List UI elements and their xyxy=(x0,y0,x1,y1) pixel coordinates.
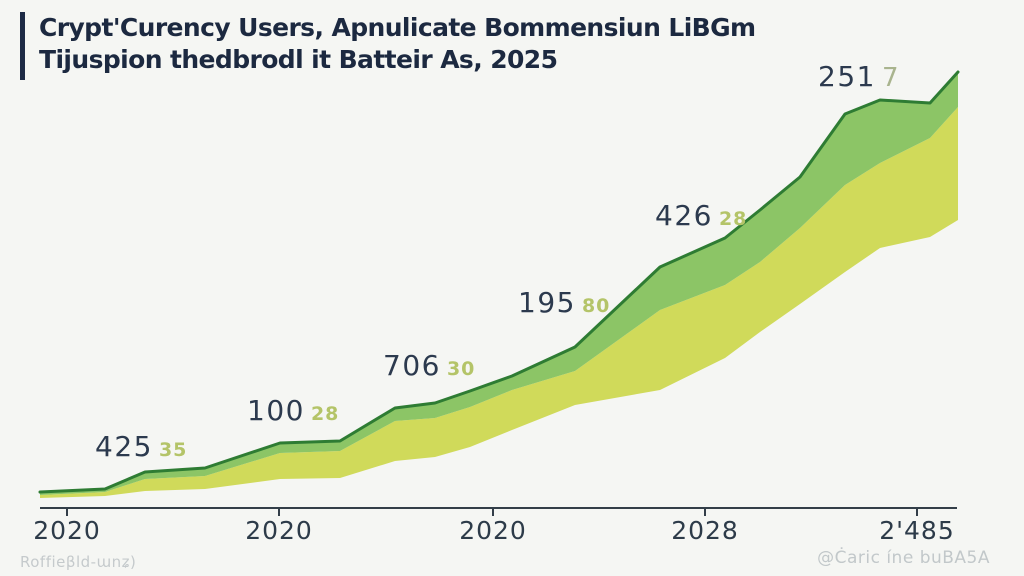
x-axis-tick-label: 2'485 xyxy=(879,516,955,545)
data-point-value-suffix: 35 xyxy=(158,439,188,461)
upper-band-area xyxy=(40,72,958,495)
title-accent-bar xyxy=(20,12,25,80)
x-axis-tick-label: 2020 xyxy=(459,516,527,545)
data-point-value-suffix: 28 xyxy=(310,403,340,425)
x-axis-tick-label: 2028 xyxy=(671,516,739,545)
lower-band-area xyxy=(40,107,958,498)
chart-title-line1: Crypt'Curency Users, Apnulicate Bommensi… xyxy=(39,13,756,42)
data-point-value: 100 xyxy=(247,394,305,427)
x-axis-tick-label: 2020 xyxy=(245,516,313,545)
data-point-value: 251 xyxy=(818,60,876,93)
x-axis-tick-label: 2020 xyxy=(33,516,101,545)
data-point-value-suffix: 80 xyxy=(581,295,611,317)
data-point-value: 425 xyxy=(95,430,153,463)
data-point-label: 426 28 xyxy=(655,199,747,232)
data-point-label: 706 30 xyxy=(383,349,475,382)
data-point-value-suffix: 28 xyxy=(718,208,748,230)
source-note-left: Roffieβld-ɯnʑ) xyxy=(20,553,137,571)
trend-line xyxy=(38,70,960,494)
data-point-value: 426 xyxy=(655,199,713,232)
chart-title-line2: Tijuspion thedbrodl it Batteir As, 2025 xyxy=(39,45,558,74)
data-point-value: 706 xyxy=(383,349,441,382)
data-point-value: 195 xyxy=(518,286,576,319)
data-point-label: 100 28 xyxy=(247,394,339,427)
title-block: Crypt'Curency Users, Apnulicate Bommensi… xyxy=(20,12,756,80)
data-point-label: 251 7 xyxy=(818,60,900,93)
attribution-right: @Ċaric íne buBA5A xyxy=(817,548,990,568)
data-point-label: 425 35 xyxy=(95,430,187,463)
chart-title: Crypt'Curency Users, Apnulicate Bommensi… xyxy=(39,12,756,80)
data-point-label: 195 80 xyxy=(518,286,610,319)
data-point-value-suffix: 7 xyxy=(881,63,900,93)
data-point-value-suffix: 30 xyxy=(446,358,476,380)
